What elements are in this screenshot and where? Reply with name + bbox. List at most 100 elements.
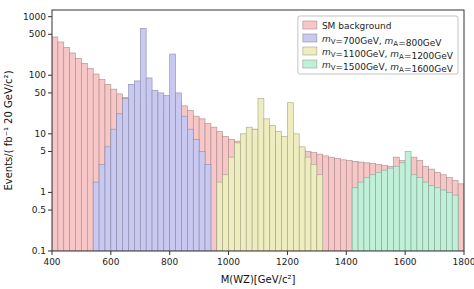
histogram-bar xyxy=(87,69,93,251)
histogram-bar xyxy=(317,154,323,251)
chart: 400600800100012001400160018000.10.515105… xyxy=(0,0,474,289)
histogram-bar xyxy=(423,166,429,251)
histogram-bar xyxy=(158,93,164,251)
x-tick xyxy=(287,251,288,255)
histogram-bar xyxy=(429,169,435,251)
histogram-bar xyxy=(393,157,399,251)
x-tick-label: 400 xyxy=(43,257,60,267)
histogram-bar xyxy=(387,166,393,251)
histogram-bar xyxy=(105,84,111,251)
text-part: m xyxy=(390,62,399,72)
text-part: =1500GeV, xyxy=(335,62,390,72)
histogram-bar xyxy=(440,175,446,251)
histogram-bar xyxy=(229,140,235,251)
histogram-bar xyxy=(435,188,441,251)
histogram-bar xyxy=(411,157,417,251)
histogram-bar xyxy=(335,158,341,251)
legend-label: mV=700GeV, mA=800GeV xyxy=(322,34,442,48)
legend-swatch xyxy=(303,21,317,29)
series xyxy=(352,151,458,251)
y-tick-label: 1 xyxy=(40,187,46,197)
histogram-bar xyxy=(405,151,411,251)
y-tick-label: 50 xyxy=(35,88,47,98)
x-tick xyxy=(52,251,53,255)
histogram-bar xyxy=(340,160,346,251)
histogram-bar xyxy=(99,164,105,251)
histogram-bar xyxy=(117,94,123,251)
histogram-bar xyxy=(311,164,317,251)
text-part: =800GeV xyxy=(398,38,442,48)
histogram-bar xyxy=(364,163,370,251)
text-part: m xyxy=(390,49,399,59)
text-part: =1100GeV, xyxy=(335,49,390,59)
histogram-bar xyxy=(187,129,193,251)
text-part: m xyxy=(322,47,331,57)
text-part: =1600GeV xyxy=(404,64,454,74)
histogram-bar xyxy=(252,129,258,251)
x-tick-label: 1400 xyxy=(335,257,358,267)
histogram-bar xyxy=(282,137,288,251)
x-tick xyxy=(110,251,111,255)
histogram-bar xyxy=(411,175,417,251)
y-tick-label: 10 xyxy=(35,129,47,139)
histogram-bar xyxy=(81,63,87,251)
histogram-bar xyxy=(287,103,293,251)
text-part: =1200GeV xyxy=(404,51,454,61)
plot-frame xyxy=(52,10,464,251)
histogram-bar xyxy=(211,127,217,251)
histogram-bar xyxy=(446,177,452,251)
histogram-bar xyxy=(123,97,129,251)
legend-label: SM background xyxy=(322,21,392,31)
histogram-bar xyxy=(382,165,388,251)
series xyxy=(217,99,323,251)
y-tick xyxy=(48,75,52,76)
x-tick-label: 1000 xyxy=(217,257,240,267)
histogram-bar xyxy=(234,141,240,251)
histogram-bar xyxy=(223,175,229,251)
histogram-bar xyxy=(181,106,187,251)
histogram-bar xyxy=(187,111,193,251)
legend-swatch xyxy=(303,47,317,55)
histogram-bar xyxy=(58,42,64,251)
histogram-bar xyxy=(176,93,182,251)
y-axis-label: Events/( fb⁻¹ 20 GeV/c²) xyxy=(3,70,14,190)
histogram-bar xyxy=(229,157,235,251)
x-tick xyxy=(228,251,229,255)
histogram-bar xyxy=(129,84,135,251)
histogram-bar xyxy=(329,157,335,251)
x-tick xyxy=(346,251,347,255)
histogram-bar xyxy=(117,114,123,251)
y-tick xyxy=(48,251,52,252)
histogram-bar xyxy=(446,192,452,251)
text-part: SM background xyxy=(322,21,392,31)
histogram-bar xyxy=(452,180,458,251)
histogram-bar xyxy=(417,161,423,251)
histogram-bar xyxy=(352,161,358,251)
y-tick xyxy=(48,151,52,152)
histogram-bar xyxy=(99,79,105,251)
histogram-bar xyxy=(364,177,370,251)
x-tick xyxy=(464,251,465,255)
histogram-bar xyxy=(293,134,299,251)
text-part: m xyxy=(385,36,394,46)
histogram-bar xyxy=(358,162,364,251)
y-tick-label: 5 xyxy=(40,146,46,156)
histogram-bar xyxy=(93,74,99,251)
histogram-bar xyxy=(376,164,382,251)
x-tick-label: 1600 xyxy=(394,257,417,267)
histogram-bar xyxy=(140,28,146,251)
histogram-bar xyxy=(193,140,199,251)
text-part: m xyxy=(322,34,331,44)
histogram-bar xyxy=(223,137,229,251)
histogram-bar xyxy=(199,119,205,251)
histogram-bar xyxy=(276,131,282,251)
histogram-bar xyxy=(217,182,223,251)
text-part: m xyxy=(322,60,331,70)
histogram-bar xyxy=(234,143,240,251)
y-tick xyxy=(48,34,52,35)
histogram-bar xyxy=(164,96,170,251)
y-tick xyxy=(48,16,52,17)
y-tick xyxy=(48,192,52,193)
histogram-bar xyxy=(105,147,111,251)
histogram-bar xyxy=(199,151,205,251)
